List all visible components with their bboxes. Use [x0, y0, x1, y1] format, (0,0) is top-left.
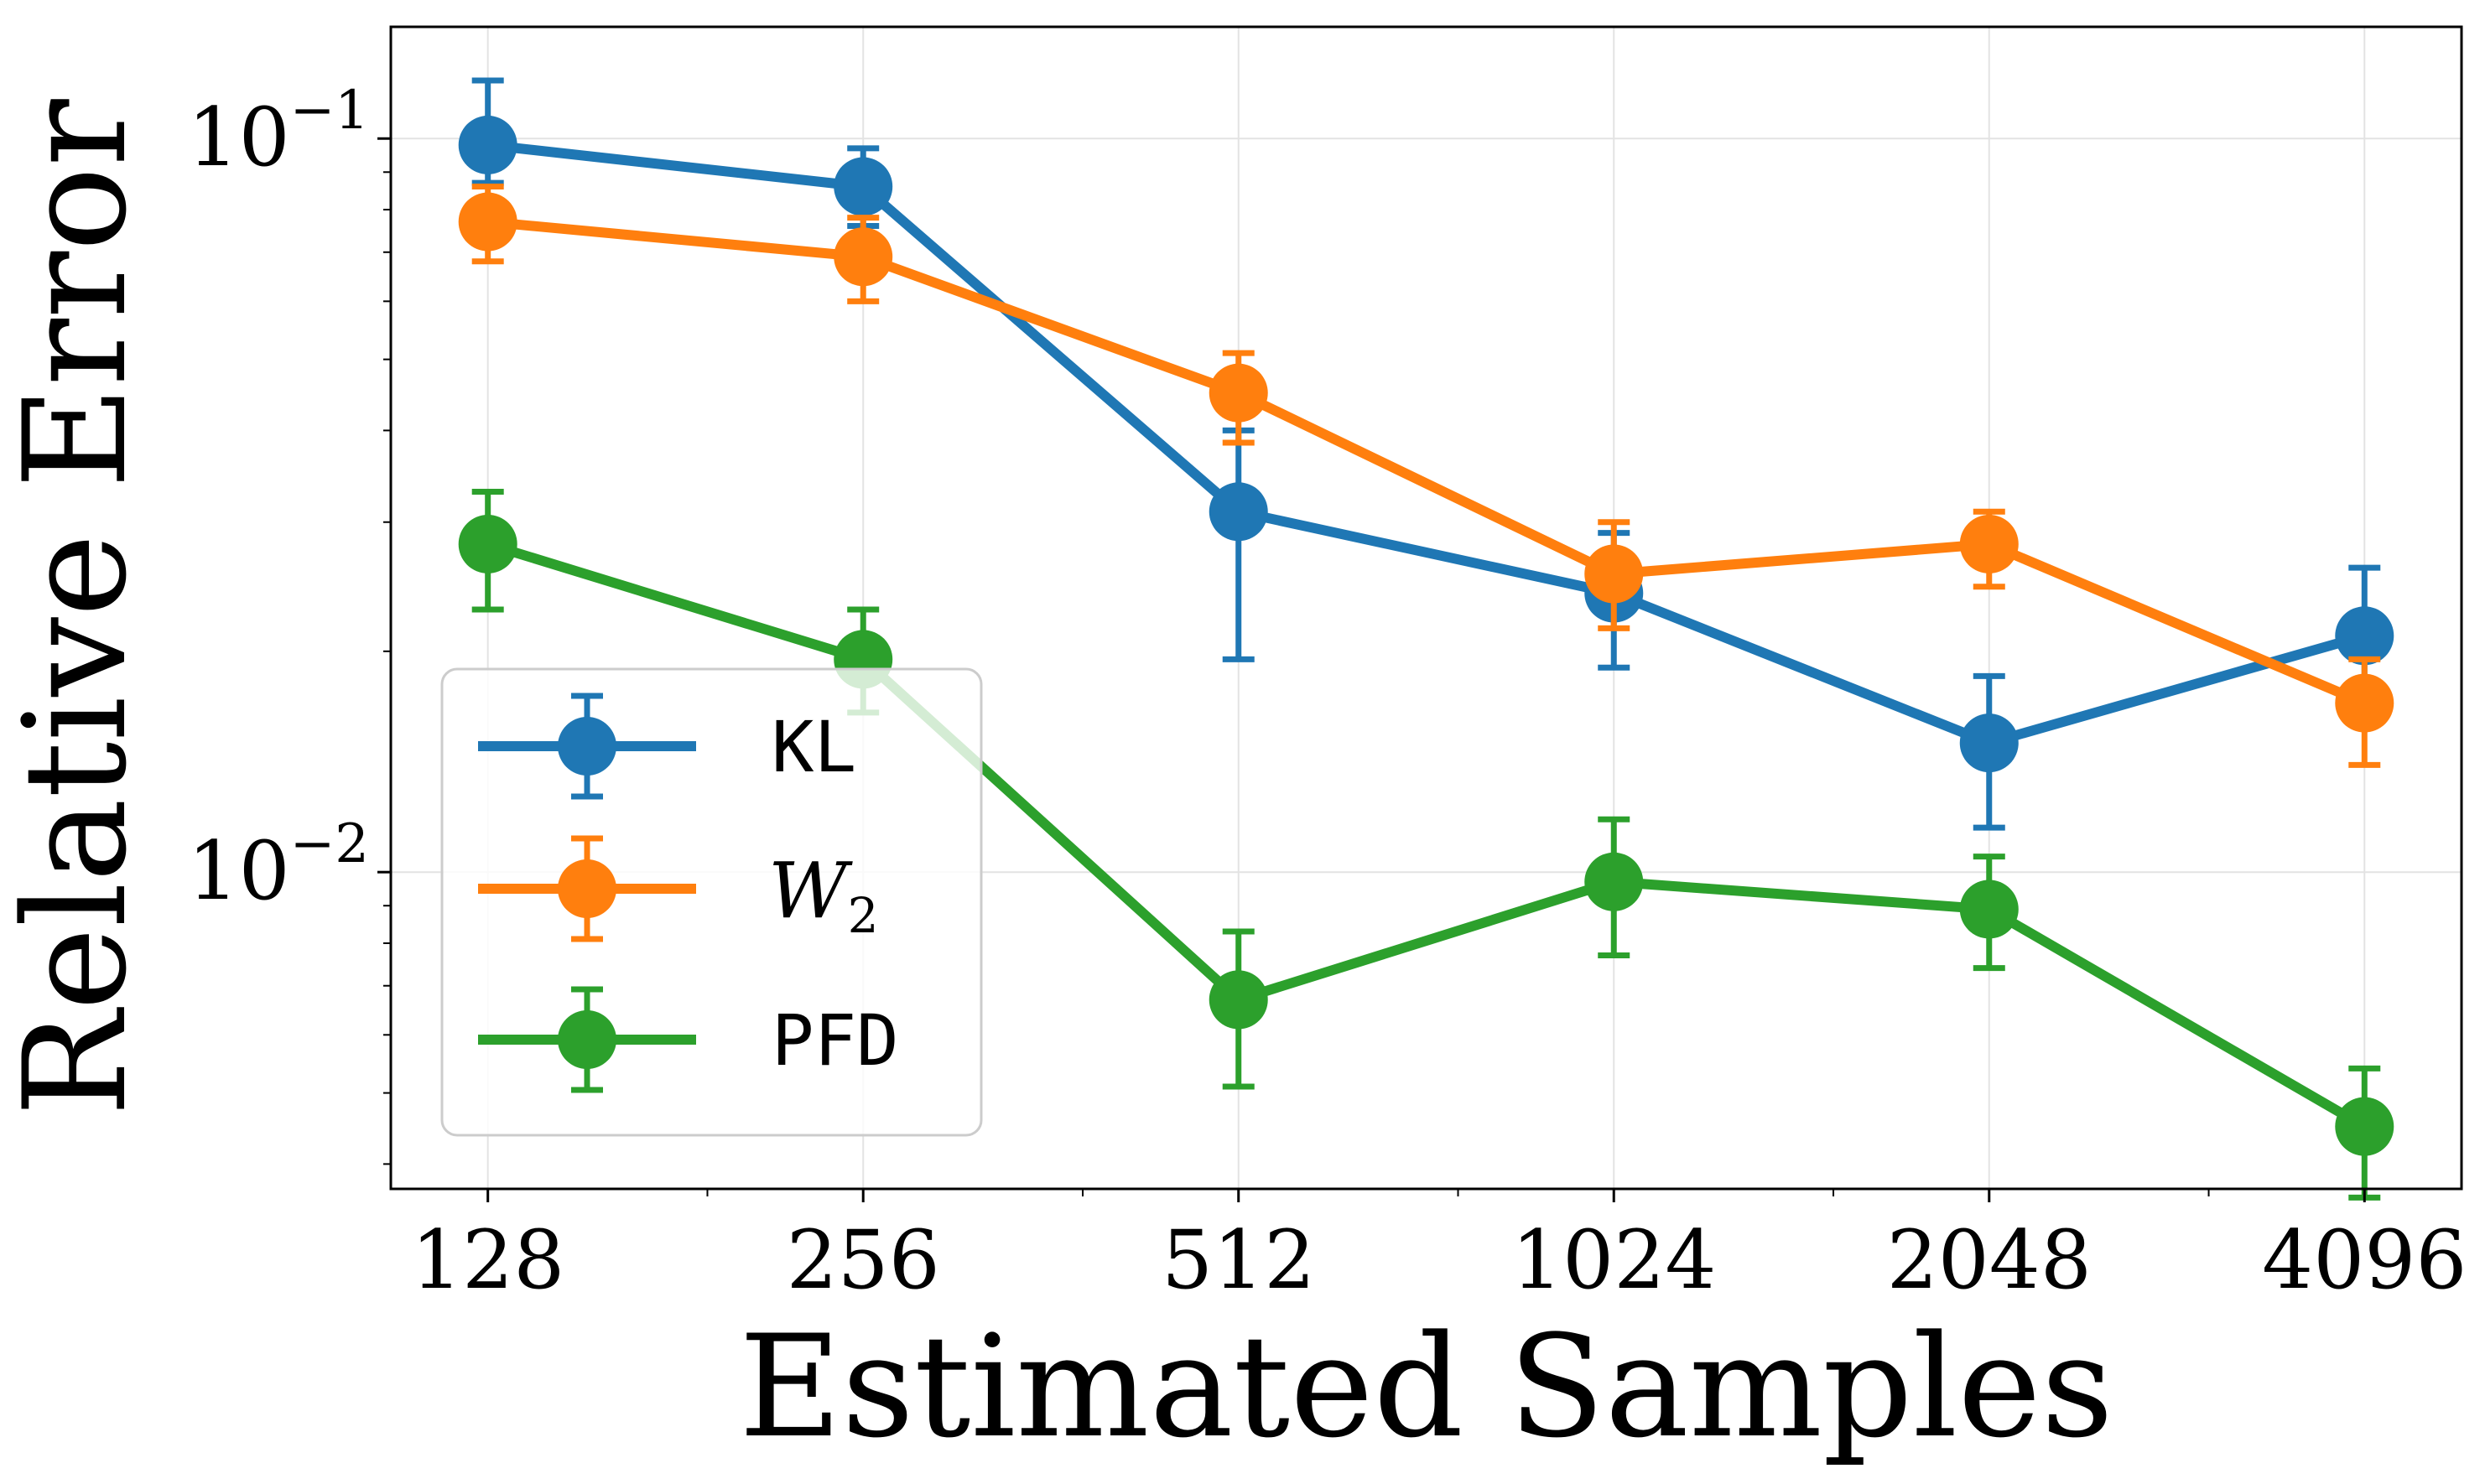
data-point: [458, 192, 517, 252]
series-line: [487, 139, 2366, 749]
data-point: [834, 157, 893, 216]
legend-box: [440, 667, 983, 1137]
y-tick-label: 10−1: [188, 80, 370, 184]
data-point: [1209, 970, 1268, 1030]
data-point: [1584, 852, 1644, 911]
data-point: [458, 115, 517, 174]
x-tick-label: 4096: [2262, 1213, 2467, 1307]
axis-ticks: 128 256 512 1024 2048 4096 10−1 10−2: [188, 80, 2467, 1307]
legend-label: PFD: [772, 999, 899, 1082]
legend: KL W2 PFD: [440, 667, 983, 1137]
series-line: [487, 216, 2367, 708]
data-point: [1959, 514, 2019, 573]
series-line: [486, 539, 2368, 1131]
legend-marker: [558, 859, 616, 918]
series-1: [458, 184, 2394, 768]
x-tick-label: 512: [1162, 1213, 1315, 1307]
x-tick-label: 128: [411, 1213, 564, 1307]
y-axis-title: Relative Error: [0, 99, 158, 1117]
legend-marker: [558, 1010, 616, 1069]
x-tick-label: 256: [787, 1213, 940, 1307]
x-tick-label: 2048: [1887, 1213, 2092, 1307]
x-axis-title: Estimated Samples: [739, 1305, 2113, 1469]
data-point: [2335, 606, 2394, 666]
data-point: [1584, 544, 1644, 604]
data-point: [1959, 880, 2019, 939]
data-point: [1959, 713, 2019, 773]
legend-label: KL: [772, 706, 856, 788]
data-point: [2335, 1097, 2394, 1156]
data-point: [1209, 363, 1268, 423]
plot-frame: [389, 25, 2463, 1191]
data-point: [2335, 673, 2394, 733]
x-tick-label: 1024: [1511, 1213, 1716, 1307]
data-point: [1209, 482, 1268, 542]
data-point: [834, 227, 893, 287]
legend-marker: [558, 717, 616, 776]
data-point: [458, 514, 517, 573]
legend-label: W2: [768, 846, 878, 944]
y-tick-label: 10−2: [188, 813, 370, 918]
series-layer: [458, 77, 2394, 1201]
